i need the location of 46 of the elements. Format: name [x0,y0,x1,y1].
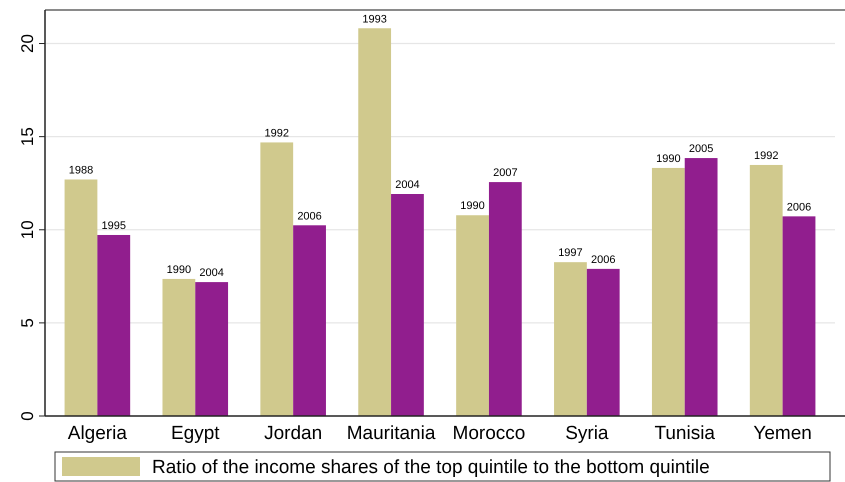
bar [456,215,489,416]
annotation: 1992 [264,127,290,140]
x-tick-label: Jordan [264,423,322,444]
bar [684,158,718,416]
bar [195,282,228,416]
annotation: 1990 [460,200,485,212]
bar [97,234,130,416]
annotation: 1997 [558,247,583,260]
bar [488,182,522,416]
annotation: 1990 [656,152,681,165]
annotation: 1988 [68,164,94,176]
x-tick-label: Egypt [170,423,220,444]
bar [162,278,196,416]
bar [260,142,294,416]
bar [652,168,685,416]
bar [750,164,783,416]
bar [358,28,392,416]
annotation: 1990 [166,264,192,276]
x-tick-label: Tunisia [654,423,716,444]
x-tick-label: Algeria [68,423,128,444]
annotation: 2006 [297,210,322,222]
annotation: 2004 [199,267,224,280]
annotation: 2006 [590,254,616,266]
annotation: 2006 [786,201,812,214]
bar [554,262,587,416]
y-tick-label: 0 [18,411,37,421]
bar [391,194,424,416]
x-tick-label: Morocco [452,423,526,444]
y-tick-label: 20 [18,34,37,53]
y-tick-label: 15 [18,127,37,146]
x-tick-label: Syria [565,423,609,444]
annotation: 2004 [395,179,420,192]
annotation: 1995 [102,220,126,232]
y-tick-label: 10 [18,220,37,240]
legend-label: Ratio of the income shares of the top quintile to the bottom quintile [152,457,710,478]
x-tick-label: Mauritania [346,423,436,444]
bar [586,268,620,416]
annotation: 2005 [688,143,714,156]
y-tick-label: 5 [18,318,37,328]
bar [782,216,816,416]
annotation: 1993 [362,13,387,26]
x-tick-label: Yemen [753,423,812,444]
annotation: 1992 [754,150,778,162]
annotation: 2007 [493,167,518,180]
bar [293,225,326,416]
bar [64,179,98,416]
